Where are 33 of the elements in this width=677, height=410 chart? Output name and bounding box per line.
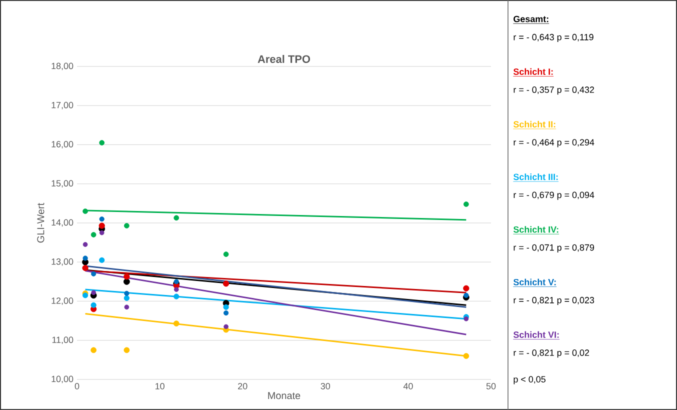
text: r = - 0,643 p = 0,119 [514, 34, 594, 42]
y-tick-label: 14,00 [52, 219, 74, 227]
text: Schicht V: [513, 278, 556, 286]
chart-title: Areal TPO [258, 54, 310, 63]
x-tick-label: 10 [156, 383, 164, 390]
y-tick-label: 15,00 [52, 180, 74, 188]
text: Schicht IV: [513, 226, 558, 233]
y-axis-title: GLI-Wert [37, 202, 44, 243]
text: r = - 0,357 p = 0,432 [514, 86, 594, 95]
text: Schicht VI: [513, 331, 559, 338]
text: r = - 0,679 p = 0,094 [514, 192, 594, 200]
text: r = - 0,821 p = 0,02 [514, 350, 589, 358]
text: r = - 0,071 p = 0,879 [514, 244, 594, 252]
x-axis-title: Monate [268, 392, 300, 400]
text: Schicht III: [513, 174, 558, 180]
x-tick-label: 0 [74, 383, 80, 390]
y-tick-label: 13,00 [52, 258, 74, 266]
y-tick-label: 12,00 [52, 298, 74, 305]
text: Gesamt: [514, 16, 548, 22]
y-tick-label: 17,00 [52, 102, 74, 110]
y-tick-label: 18,00 [52, 62, 74, 70]
y-tick-label: 10,00 [52, 376, 74, 384]
text: p < 0,05 [514, 376, 546, 384]
y-tick-label: 16,00 [52, 141, 74, 148]
y-tick-label: 11,00 [52, 336, 74, 344]
x-tick-label: 30 [320, 383, 330, 390]
text: Schicht I: [513, 68, 553, 75]
text: Schicht II: [513, 120, 556, 128]
x-tick-label: 20 [238, 383, 248, 390]
text: r = - 0,464 p = 0,294 [514, 139, 594, 148]
text: r = - 0,821 p = 0,023 [514, 296, 594, 306]
x-tick-label: 40 [403, 383, 413, 390]
x-tick-label: 50 [486, 383, 496, 390]
